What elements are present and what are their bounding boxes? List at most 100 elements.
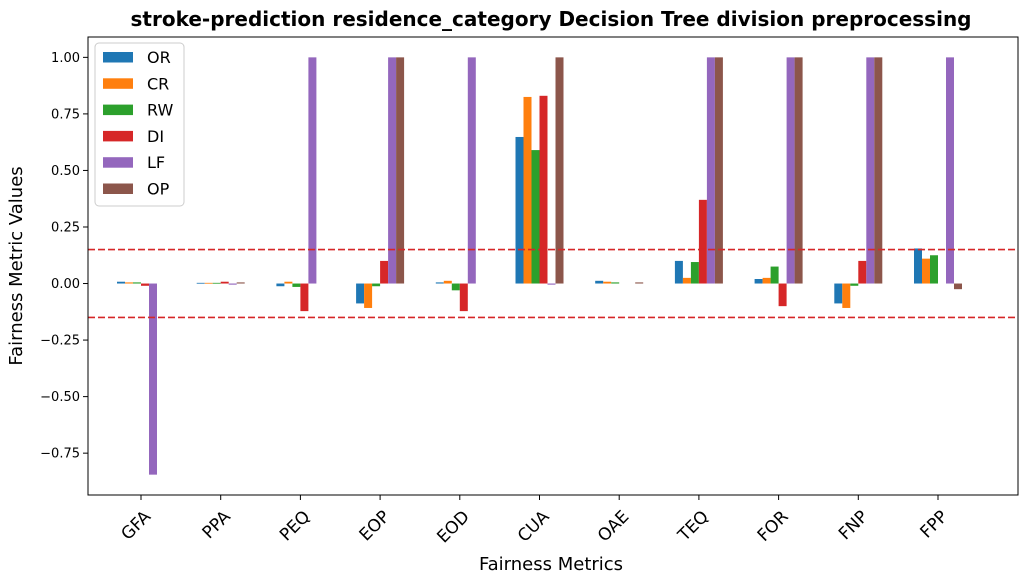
bar-or-for xyxy=(754,279,763,284)
legend-label-rw: RW xyxy=(147,101,173,120)
y-tick-label: 0.75 xyxy=(51,107,80,122)
bar-or-eop xyxy=(356,283,365,304)
x-tick-label-teq: TEQ xyxy=(674,507,713,546)
bar-rw-teq xyxy=(690,262,699,284)
bar-cr-fnp xyxy=(842,283,851,308)
legend-label-di: DI xyxy=(147,127,164,146)
bar-op-ppa xyxy=(236,282,245,284)
reference-lines xyxy=(88,248,1018,319)
legend-label-cr: CR xyxy=(147,74,169,93)
y-tick-label: −0.25 xyxy=(40,334,80,349)
y-tick-label: 0.25 xyxy=(51,220,80,235)
bar-or-oae xyxy=(595,280,604,284)
bar-cr-teq xyxy=(682,277,691,284)
bar-di-gfa xyxy=(141,283,149,286)
bar-di-eod xyxy=(459,283,468,312)
bar-lf-for xyxy=(786,57,795,284)
bar-lf-eop xyxy=(388,57,397,284)
bar-rw-fpp xyxy=(930,255,938,284)
x-tick-label-oae: OAE xyxy=(594,507,633,546)
bar-or-gfa xyxy=(117,281,125,284)
bar-cr-ppa xyxy=(204,282,213,284)
x-tick-label-cua: CUA xyxy=(514,507,554,547)
bar-or-teq xyxy=(674,260,683,284)
bar-op-fnp xyxy=(874,57,883,284)
bar-op-cua xyxy=(555,57,564,284)
bar-lf-teq xyxy=(706,57,715,284)
x-axis-label: Fairness Metrics xyxy=(479,554,623,575)
bar-cr-gfa xyxy=(125,282,133,284)
bar-or-fnp xyxy=(834,283,843,304)
bar-cr-cua xyxy=(523,96,532,284)
x-tick-label-ppa: PPA xyxy=(199,507,235,543)
bar-rw-eod xyxy=(451,283,460,291)
legend: OR CR RW DI LF OP xyxy=(94,42,185,207)
bar-cr-peq xyxy=(284,281,293,284)
bar-lf-gfa xyxy=(149,283,157,475)
bar-cr-for xyxy=(762,277,771,284)
bar-di-cua xyxy=(539,95,548,284)
bar-or-ppa xyxy=(196,282,205,284)
bar-op-oae xyxy=(635,282,644,284)
bar-di-fnp xyxy=(858,260,867,284)
bar-rw-peq xyxy=(292,283,301,287)
bar-or-peq xyxy=(276,283,285,287)
legend-label-or: OR xyxy=(147,48,171,67)
bar-op-for xyxy=(794,57,803,284)
bar-lf-fpp xyxy=(946,57,954,284)
x-tick-label-for: FOR xyxy=(754,507,793,546)
bar-cr-eop xyxy=(364,283,373,308)
y-tick-label: 0.00 xyxy=(51,277,80,292)
y-tick-label: −0.50 xyxy=(40,390,80,405)
bar-rw-oae xyxy=(611,282,620,284)
x-tick-label-eop: EOP xyxy=(356,507,394,545)
legend-box xyxy=(94,42,185,207)
x-tick-label-eod: EOD xyxy=(433,507,473,547)
bar-di-peq xyxy=(300,283,309,312)
legend-swatch-op xyxy=(103,183,133,194)
y-tick-label: 0.50 xyxy=(51,164,80,179)
bar-or-eod xyxy=(435,282,444,284)
bars xyxy=(117,57,962,475)
bar-rw-cua xyxy=(531,150,540,284)
bar-di-eop xyxy=(380,260,389,284)
bar-rw-eop xyxy=(372,283,381,287)
y-tick-label: 1.00 xyxy=(51,51,80,66)
bar-lf-eod xyxy=(467,57,476,284)
bar-op-eop xyxy=(396,57,405,284)
bar-cr-fpp xyxy=(922,258,930,284)
bar-rw-for xyxy=(770,266,779,284)
bar-rw-ppa xyxy=(212,282,221,284)
x-axis: GFA PPA PEQ EOP EOD CUA OAE TEQ FOR FNP FPP xyxy=(118,495,952,547)
plot-frame xyxy=(87,36,1019,496)
x-tick-label-peq: PEQ xyxy=(276,507,314,545)
chart-title: stroke-prediction residence_category Dec… xyxy=(131,7,972,31)
bar-lf-fnp xyxy=(866,57,875,284)
bar-di-ppa xyxy=(220,281,229,284)
bar-or-cua xyxy=(515,136,524,284)
legend-swatch-rw xyxy=(103,104,133,116)
bar-cr-eod xyxy=(443,280,452,284)
bar-or-fpp xyxy=(914,248,922,284)
legend-swatch-lf xyxy=(103,157,133,168)
bar-di-for xyxy=(778,283,787,307)
bar-op-fpp xyxy=(954,283,962,290)
bar-di-teq xyxy=(698,199,707,284)
bar-lf-ppa xyxy=(228,283,237,285)
bar-op-teq xyxy=(714,57,723,284)
y-axis: −0.75 −0.50 −0.25 0.00 0.25 0.50 0.75 1.00 xyxy=(40,51,88,462)
y-tick-label: −0.75 xyxy=(40,447,80,462)
y-axis-label: Fairness Metric Values xyxy=(6,166,27,365)
legend-label-op: OP xyxy=(147,180,170,199)
legend-swatch-or xyxy=(103,52,133,63)
x-tick-label-fpp: FPP xyxy=(916,507,952,543)
bar-lf-cua xyxy=(547,283,556,285)
bar-cr-oae xyxy=(603,281,612,284)
x-tick-label-fnp: FNP xyxy=(835,507,872,544)
bar-rw-fnp xyxy=(850,283,859,286)
x-tick-label-gfa: GFA xyxy=(118,507,156,545)
bar-lf-peq xyxy=(308,57,317,284)
legend-swatch-cr xyxy=(103,78,133,89)
legend-swatch-di xyxy=(103,130,133,142)
